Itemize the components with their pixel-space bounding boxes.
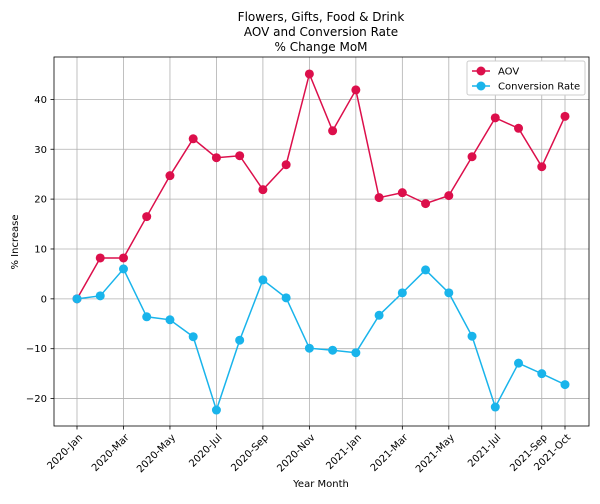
data-point [421,199,431,209]
y-tick-label: 10 [34,244,47,255]
y-tick-label: 0 [41,294,47,305]
data-point [444,288,454,298]
data-point [188,332,198,342]
y-tick-label: 30 [34,145,47,156]
data-point [72,294,82,304]
data-point [235,151,245,161]
chart-title-line-3: % Change MoM [274,40,367,54]
data-point [281,160,291,170]
data-point [351,85,361,95]
data-point [351,348,361,358]
data-point [95,291,105,301]
data-point [258,275,268,285]
legend-marker [476,66,486,76]
data-point [118,264,128,274]
legend-box [466,60,586,96]
data-point [258,185,268,195]
legend-label: AOV [498,67,519,78]
data-point [467,331,477,341]
data-point [328,345,338,355]
data-point [514,358,524,368]
data-point [397,288,407,298]
y-tick-label: 20 [34,195,47,206]
data-point [374,193,384,203]
series-lines [72,69,570,415]
data-point [537,369,547,379]
data-point [560,111,570,121]
data-point [328,126,338,136]
series-line [76,267,566,413]
data-point [444,191,454,201]
data-point [490,113,500,123]
data-point [304,69,314,79]
x-axis-label: Year Month [292,479,349,490]
y-tick-label: −20 [26,394,47,405]
data-point [188,134,198,144]
data-point [142,312,152,322]
grid-lines [54,57,589,426]
series-conversion-rate [72,264,570,415]
data-point [397,188,407,198]
data-point [467,152,477,162]
y-tick-label: −10 [26,344,47,355]
data-point [537,162,547,172]
chart-title-line-1: Flowers, Gifts, Food & Drink [238,10,405,24]
data-point [95,253,105,263]
data-point [165,315,175,325]
data-point [514,123,524,133]
data-point [165,171,175,181]
data-point [118,253,128,263]
chart-title: Flowers, Gifts, Food & Drink AOV and Con… [238,10,405,54]
series-line [76,71,566,300]
data-point [421,265,431,275]
data-point [281,293,291,303]
y-axis-label: % Increase [10,215,21,270]
data-point [490,402,500,412]
data-point [211,153,221,163]
y-tick-label: 40 [34,95,47,106]
legend-label: Conversion Rate [498,82,580,93]
chart-title-line-2: AOV and Conversion Rate [244,25,398,39]
data-point [235,335,245,345]
data-point [142,212,152,222]
data-point [211,405,221,415]
data-point [304,343,314,353]
plot-frame [53,56,590,427]
data-point [560,380,570,390]
data-point [374,310,384,320]
legend: AOV Conversion Rate [466,60,586,96]
legend-marker [476,81,486,91]
